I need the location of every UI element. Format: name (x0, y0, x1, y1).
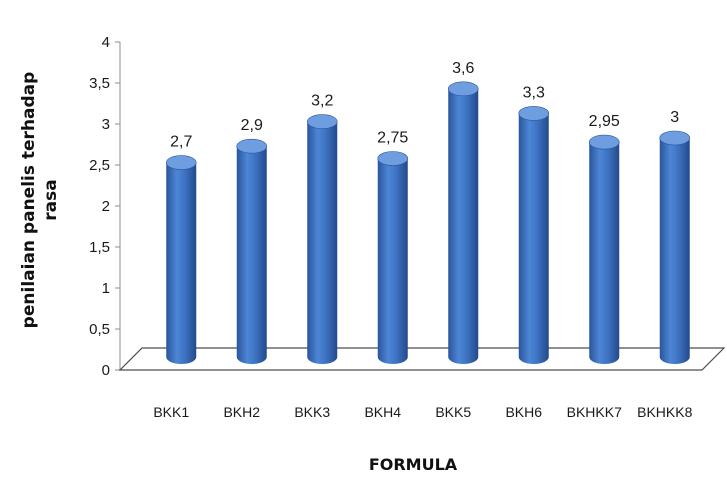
bar-top (165, 155, 197, 170)
x-tick-label: BKK1 (153, 404, 189, 420)
y-tick-label: 0 (102, 362, 110, 379)
y-axis-title-line: penilaian panelis terhadap (19, 72, 39, 329)
bar-body (659, 138, 690, 365)
bar (518, 106, 550, 365)
x-axis-title: FORMULA (369, 455, 458, 474)
bar-top (236, 138, 268, 154)
data-label: 2,75 (377, 130, 408, 147)
bar-top (518, 106, 550, 121)
bar (236, 138, 268, 365)
bar (306, 114, 338, 365)
y-tick-label: 0,5 (89, 321, 110, 338)
data-label: 3 (670, 109, 679, 126)
x-tick-label: BKH2 (223, 404, 260, 420)
data-label: 3,6 (452, 60, 474, 77)
bar-top (306, 114, 338, 129)
y-tick-label: 1,5 (89, 239, 110, 256)
bar (377, 151, 409, 365)
y-axis-title: penilaian panelis terhadap rasa (19, 72, 61, 329)
y-tick-label: 4 (102, 34, 110, 51)
bar-body (166, 162, 197, 365)
bar (447, 81, 479, 365)
x-tick-label: BKHKK7 (567, 404, 622, 420)
x-tick-label: BKHKK8 (637, 404, 692, 420)
x-tick-label: BKK3 (294, 404, 330, 420)
bar (659, 130, 691, 365)
x-tick-label: BKH4 (364, 404, 401, 420)
bar (588, 134, 620, 365)
bar-body (236, 146, 267, 365)
x-tick-label: BKH6 (505, 404, 542, 420)
bar-body (448, 88, 479, 365)
bar-top (588, 134, 620, 150)
bar-top (447, 81, 479, 97)
bar-body (518, 113, 549, 365)
data-label: 2,9 (241, 117, 263, 134)
data-label: 2,95 (589, 113, 620, 130)
y-tick-label: 3,5 (89, 75, 110, 92)
x-tick-label: BKK5 (435, 404, 471, 420)
y-axis-title-line: rasa (41, 179, 61, 220)
bar-top (659, 130, 691, 146)
chart-floor (118, 347, 726, 371)
data-label: 2,7 (170, 134, 192, 151)
y-tick-label: 2,5 (89, 157, 110, 174)
bar-body (307, 121, 338, 365)
bar-body (589, 142, 620, 365)
y-tick-label: 1 (102, 280, 110, 297)
bar-body (377, 158, 408, 365)
bar-top (377, 151, 409, 166)
y-tick-label: 2 (102, 198, 110, 215)
y-tick-label: 3 (102, 116, 110, 133)
data-label: 3,3 (523, 84, 545, 101)
data-label: 3,2 (311, 93, 333, 110)
bar (165, 155, 197, 365)
